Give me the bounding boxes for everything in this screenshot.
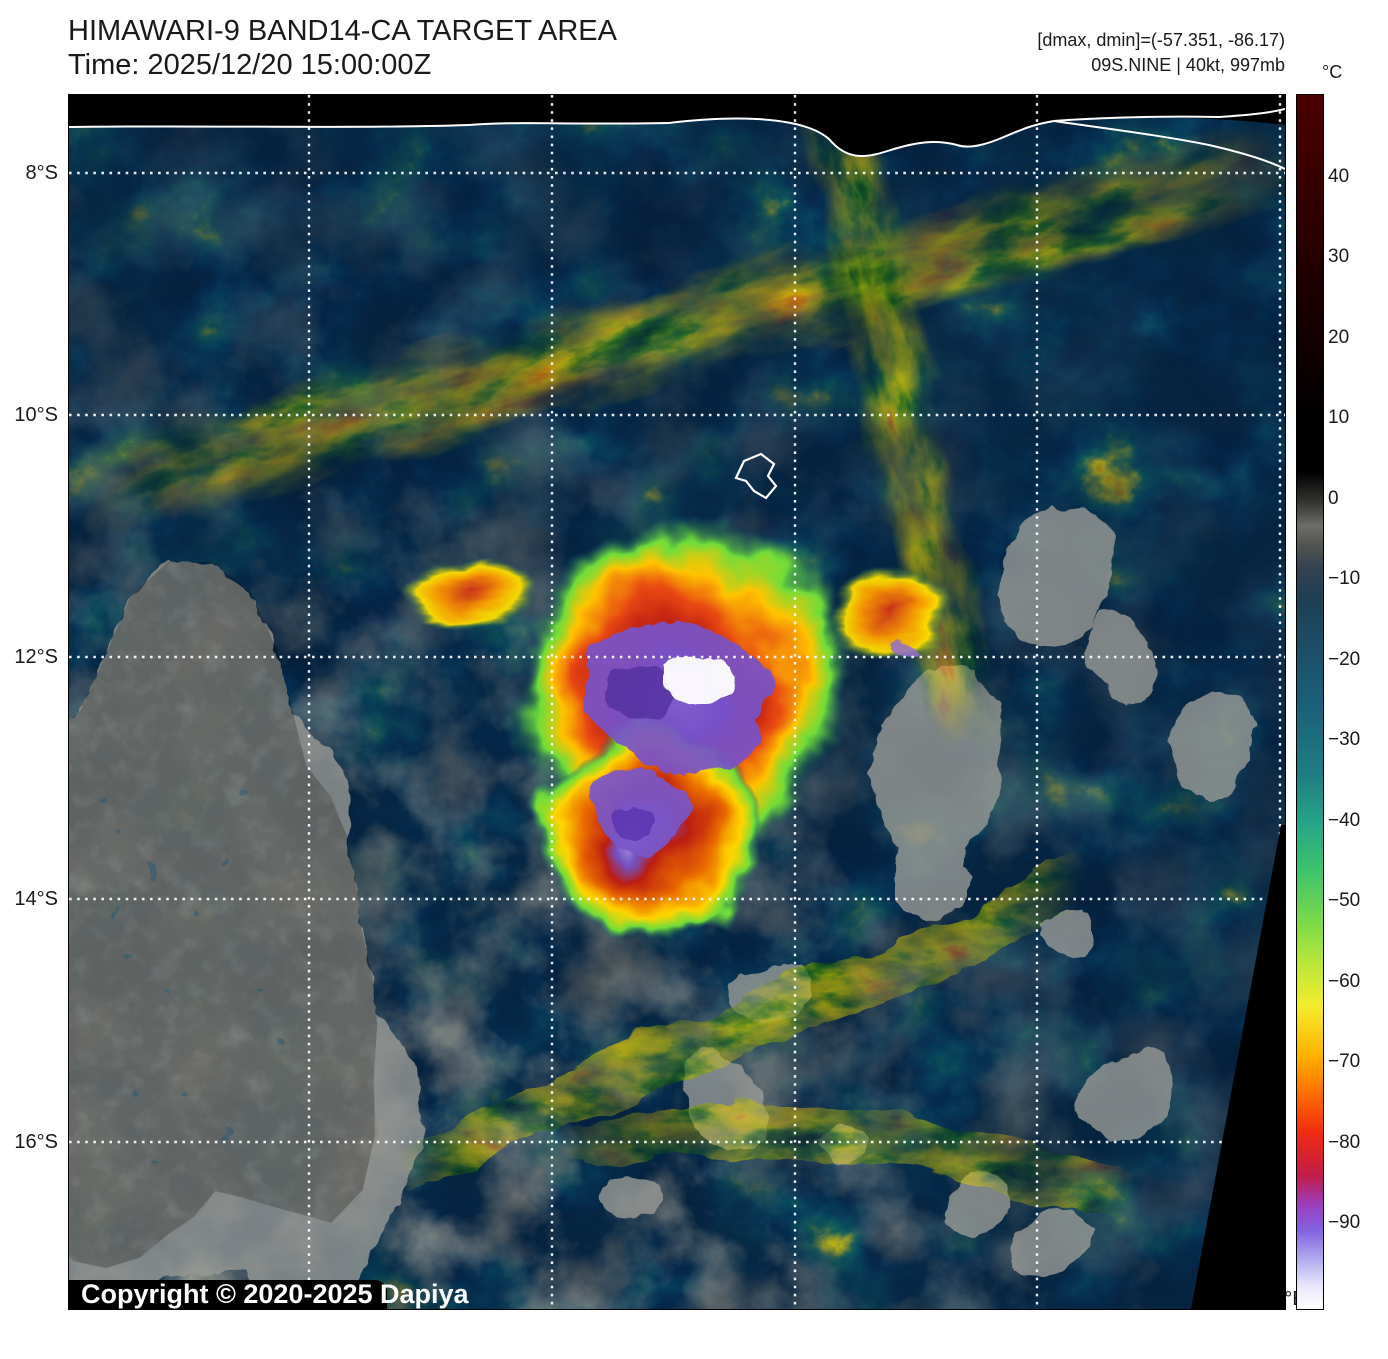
svg-text:Copyright © 2020-2025 Dapiya: Copyright © 2020-2025 Dapiya <box>81 1279 470 1309</box>
